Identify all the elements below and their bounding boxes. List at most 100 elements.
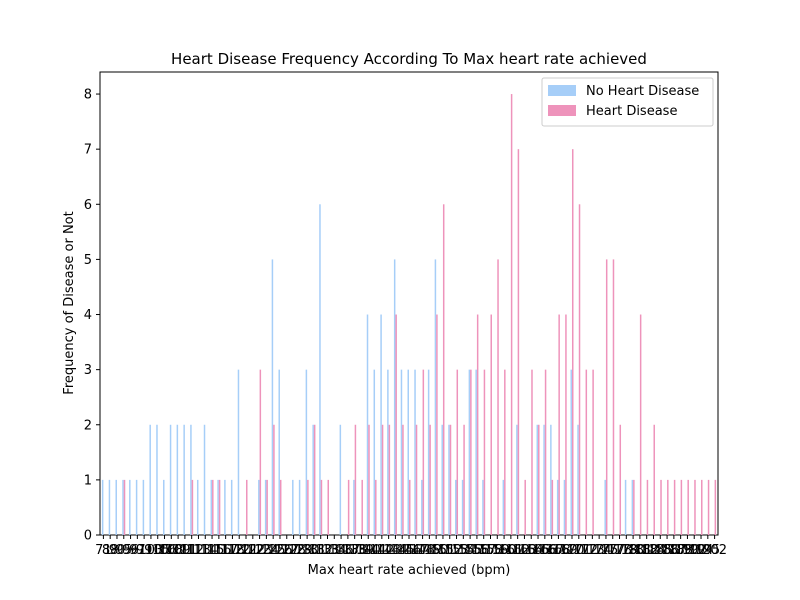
bar-no-disease-150 — [434, 259, 437, 535]
bar-disease-160 — [504, 369, 506, 535]
bar-no-disease-115 — [210, 479, 213, 535]
bar-disease-186 — [667, 479, 669, 535]
bar-disease-115 — [212, 479, 214, 535]
x-tick-label: 134 — [322, 543, 347, 558]
x-tick-label: 179 — [614, 543, 639, 558]
bar-no-disease-95 — [122, 479, 124, 535]
bar-disease-156 — [476, 314, 479, 535]
x-tick-label: 171 — [566, 543, 591, 558]
bar-disease-140 — [368, 424, 370, 535]
bar-disease-202 — [714, 479, 717, 535]
x-tick-label: 154 — [451, 543, 476, 558]
bar-disease-126 — [279, 479, 282, 535]
x-tick-label: 156 — [464, 543, 489, 558]
x-tick-label: 108 — [159, 543, 184, 558]
x-tick-label: 95 — [115, 543, 132, 558]
x-tick-label: 109 — [166, 543, 191, 558]
x-tick-label: 192 — [682, 543, 707, 558]
x-tick-label: 140 — [356, 543, 381, 558]
bar-no-disease-116 — [217, 479, 219, 535]
x-tick-label: 127 — [274, 543, 299, 558]
bar-disease-162 — [517, 149, 520, 535]
bar-disease-195 — [707, 479, 710, 535]
x-tick-label: 114 — [193, 543, 218, 558]
x-tick-label: 90 — [109, 543, 126, 558]
bar-disease-165 — [538, 424, 540, 535]
x-tick-label: 161 — [498, 543, 523, 558]
x-tick-label: 166 — [532, 543, 557, 558]
x-tick-label: 103 — [139, 543, 164, 558]
x-tick-label: 118 — [220, 543, 245, 558]
bar-disease-181 — [639, 314, 642, 535]
y-axis-label: Frequency of Disease or Not — [62, 211, 77, 394]
x-tick-label: 149 — [417, 543, 442, 558]
bar-disease-180 — [633, 479, 635, 535]
bar-no-disease-113 — [196, 479, 199, 535]
x-tick-label: 175 — [594, 543, 619, 558]
y-tick-label: 7 — [84, 143, 92, 158]
bar-no-disease-179 — [624, 479, 627, 535]
bar-no-disease-140 — [366, 314, 369, 535]
bar-disease-130 — [307, 479, 309, 535]
bar-no-disease-131 — [312, 424, 314, 535]
x-tick-label: 186 — [655, 543, 680, 558]
bar-no-disease-175 — [604, 479, 606, 535]
x-tick-label: 151 — [431, 543, 456, 558]
x-tick-label: 115 — [200, 543, 225, 558]
x-tick-label: 167 — [539, 543, 564, 558]
bar-no-disease-129 — [298, 479, 301, 535]
x-tick-label: 164 — [519, 543, 544, 558]
x-tick-label: 158 — [478, 543, 503, 558]
bar-no-disease-157 — [482, 479, 484, 535]
x-tick-label: 169 — [553, 543, 578, 558]
y-tick-label: 6 — [84, 198, 92, 213]
x-tick-label: 177 — [600, 543, 625, 558]
y-tick-label: 8 — [84, 88, 92, 103]
bar-disease-116 — [218, 479, 221, 535]
bar-disease-142 — [381, 424, 384, 535]
bar-disease-148 — [422, 369, 425, 535]
bar-disease-166 — [544, 369, 547, 535]
bar-no-disease-155 — [468, 369, 471, 535]
legend-swatch-disease — [548, 105, 576, 116]
bar-disease-131 — [313, 424, 316, 535]
x-tick-label: 153 — [444, 543, 469, 558]
bar-no-disease-111 — [183, 424, 185, 535]
x-tick-label: 168 — [546, 543, 571, 558]
bar-no-disease-162 — [516, 424, 518, 535]
bar-no-disease-169 — [563, 479, 566, 535]
bar-no-disease-138 — [353, 479, 355, 535]
bar-disease-150 — [436, 314, 438, 535]
x-tick-label: 120 — [227, 543, 252, 558]
bar-no-disease-106 — [163, 479, 165, 535]
x-tick-label: 137 — [335, 543, 360, 558]
x-tick-label: 157 — [471, 543, 496, 558]
bar-no-disease-71 — [101, 479, 104, 535]
chart-title: Heart Disease Frequency According To Max… — [171, 50, 647, 68]
x-tick-label: 141 — [363, 543, 388, 558]
x-tick-label: 132 — [308, 543, 333, 558]
x-tick-label: 143 — [376, 543, 401, 558]
bar-no-disease-149 — [427, 369, 430, 535]
bar-disease-153 — [456, 369, 459, 535]
x-tick-label: 160 — [492, 543, 517, 558]
x-tick-label: 145 — [390, 543, 415, 558]
x-tick-label: 159 — [485, 543, 510, 558]
x-tick-label: 170 — [560, 543, 585, 558]
bar-no-disease-160 — [502, 479, 505, 535]
bar-disease-171 — [578, 204, 581, 536]
x-tick-label: 184 — [641, 543, 666, 558]
bar-no-disease-156 — [475, 369, 477, 535]
bar-disease-192 — [694, 479, 696, 535]
bar-no-disease-126 — [278, 369, 280, 535]
x-tick-label: 144 — [383, 543, 408, 558]
bar-no-disease-123 — [258, 479, 260, 535]
x-tick-label: 121 — [234, 543, 259, 558]
legend-box — [541, 77, 714, 127]
x-tick-label: 148 — [410, 543, 435, 558]
bar-no-disease-125 — [271, 259, 274, 535]
bar-no-disease-120 — [237, 369, 240, 535]
x-tick-label: 88 — [102, 543, 119, 558]
bar-no-disease-145 — [400, 369, 403, 535]
